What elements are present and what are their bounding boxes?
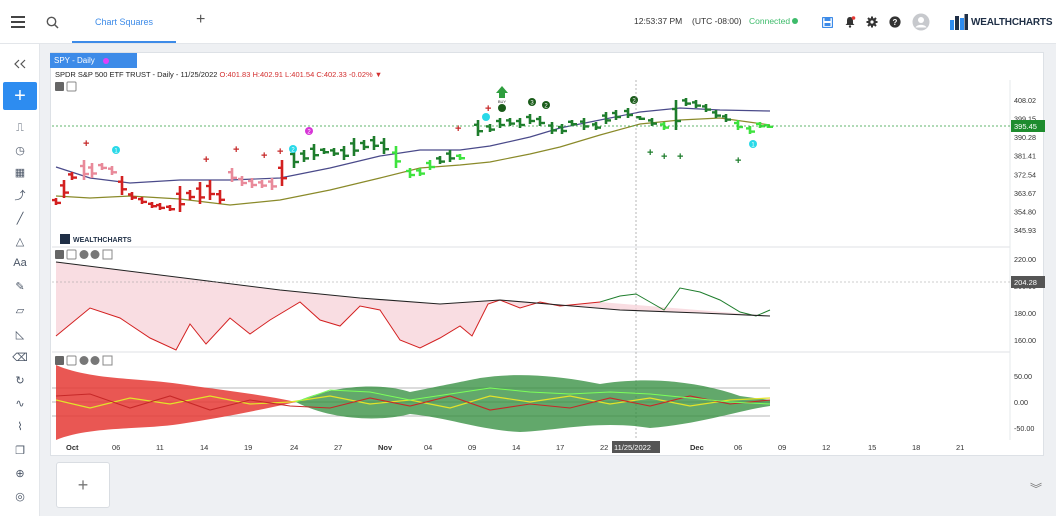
change-value: -0.02% (348, 70, 373, 79)
pencil-icon[interactable]: ✎ (15, 280, 25, 293)
text-icon[interactable]: Aa (13, 257, 27, 269)
symbol-tag-label: SPY - Daily (54, 56, 95, 65)
close-value: C:402.33 (316, 70, 347, 79)
wave-icon[interactable]: ⌇ (17, 420, 23, 433)
calendar-icon[interactable]: ▦ (14, 166, 26, 179)
tab-chart-squares[interactable]: Chart Squares (72, 0, 176, 44)
shapes-icon[interactable]: △ (15, 235, 25, 248)
period-label: - Daily - 11/25/2022 (152, 70, 218, 79)
brand-mark-icon (950, 14, 968, 30)
search-icon[interactable] (42, 12, 62, 32)
double-chevron-down-icon[interactable]: ︾ (1030, 482, 1043, 496)
top-bar: Chart Squares + 12:53:37 PM (UTC -08:00)… (0, 0, 1056, 44)
triangle-down-icon: ▼ (374, 70, 383, 79)
refresh-icon[interactable]: ↻ (15, 374, 25, 387)
clock-icon[interactable]: ◷ (15, 144, 25, 157)
gear-icon[interactable] (862, 12, 882, 32)
low-value: L:401.54 (285, 70, 315, 79)
line-icon[interactable]: ╱ (16, 212, 24, 225)
globe-icon[interactable]: ◎ (15, 490, 25, 503)
add-chart-card[interactable]: + (56, 462, 110, 508)
timezone-label: (UTC -08:00) (692, 16, 742, 26)
copy-icon[interactable]: ❐ (15, 444, 25, 457)
instrument-name: SPDR S&P 500 ETF TRUST (55, 70, 151, 79)
ruler-icon[interactable]: ▱ (15, 304, 25, 317)
save-icon[interactable] (817, 12, 837, 32)
tab-label: Chart Squares (94, 17, 154, 27)
left-toolbar: + ⎍ ◷ ▦ ⤴ ╱ △ Aa ✎ ▱ ◺ ⌫ ↻ ∿ ⌇ ❐ ⊕ ◎ (0, 44, 40, 516)
connection-status: Connected (749, 16, 791, 26)
crosshair-icon[interactable]: ⊕ (15, 467, 25, 480)
indicator-icon[interactable]: ⎍ (16, 121, 24, 134)
svg-text:?: ? (893, 18, 898, 27)
add-tab-button[interactable]: + (196, 11, 206, 28)
trend-icon[interactable]: ⤴ (14, 190, 26, 202)
connection-dot-icon (792, 18, 798, 24)
brand-logo: WEALTHCHARTS (950, 12, 1052, 32)
avatar-icon[interactable] (911, 12, 931, 32)
triangle-icon[interactable]: ◺ (15, 328, 25, 341)
symbol-color-dot-icon (102, 57, 109, 64)
trash-icon[interactable]: ⌫ (12, 351, 28, 364)
tab-active-indicator (72, 41, 176, 43)
help-icon[interactable]: ? (885, 12, 905, 32)
clock-time: 12:53:37 PM (634, 16, 683, 26)
add-drawing-button[interactable]: + (3, 82, 37, 110)
chart-icon[interactable]: ∿ (15, 397, 25, 410)
open-value: O:401.83 (219, 70, 251, 79)
brand-name: WEALTHCHARTS (971, 16, 1053, 28)
double-chevron-left-icon[interactable] (10, 54, 30, 74)
ohlc-readout: SPDR S&P 500 ETF TRUST - Daily - 11/25/2… (55, 70, 382, 79)
symbol-tag[interactable]: SPY - Daily (50, 53, 137, 68)
hamburger-icon[interactable] (8, 12, 28, 32)
bell-icon[interactable] (840, 12, 860, 32)
high-value: H:402.91 (252, 70, 283, 79)
chart-panel[interactable] (50, 52, 1044, 456)
